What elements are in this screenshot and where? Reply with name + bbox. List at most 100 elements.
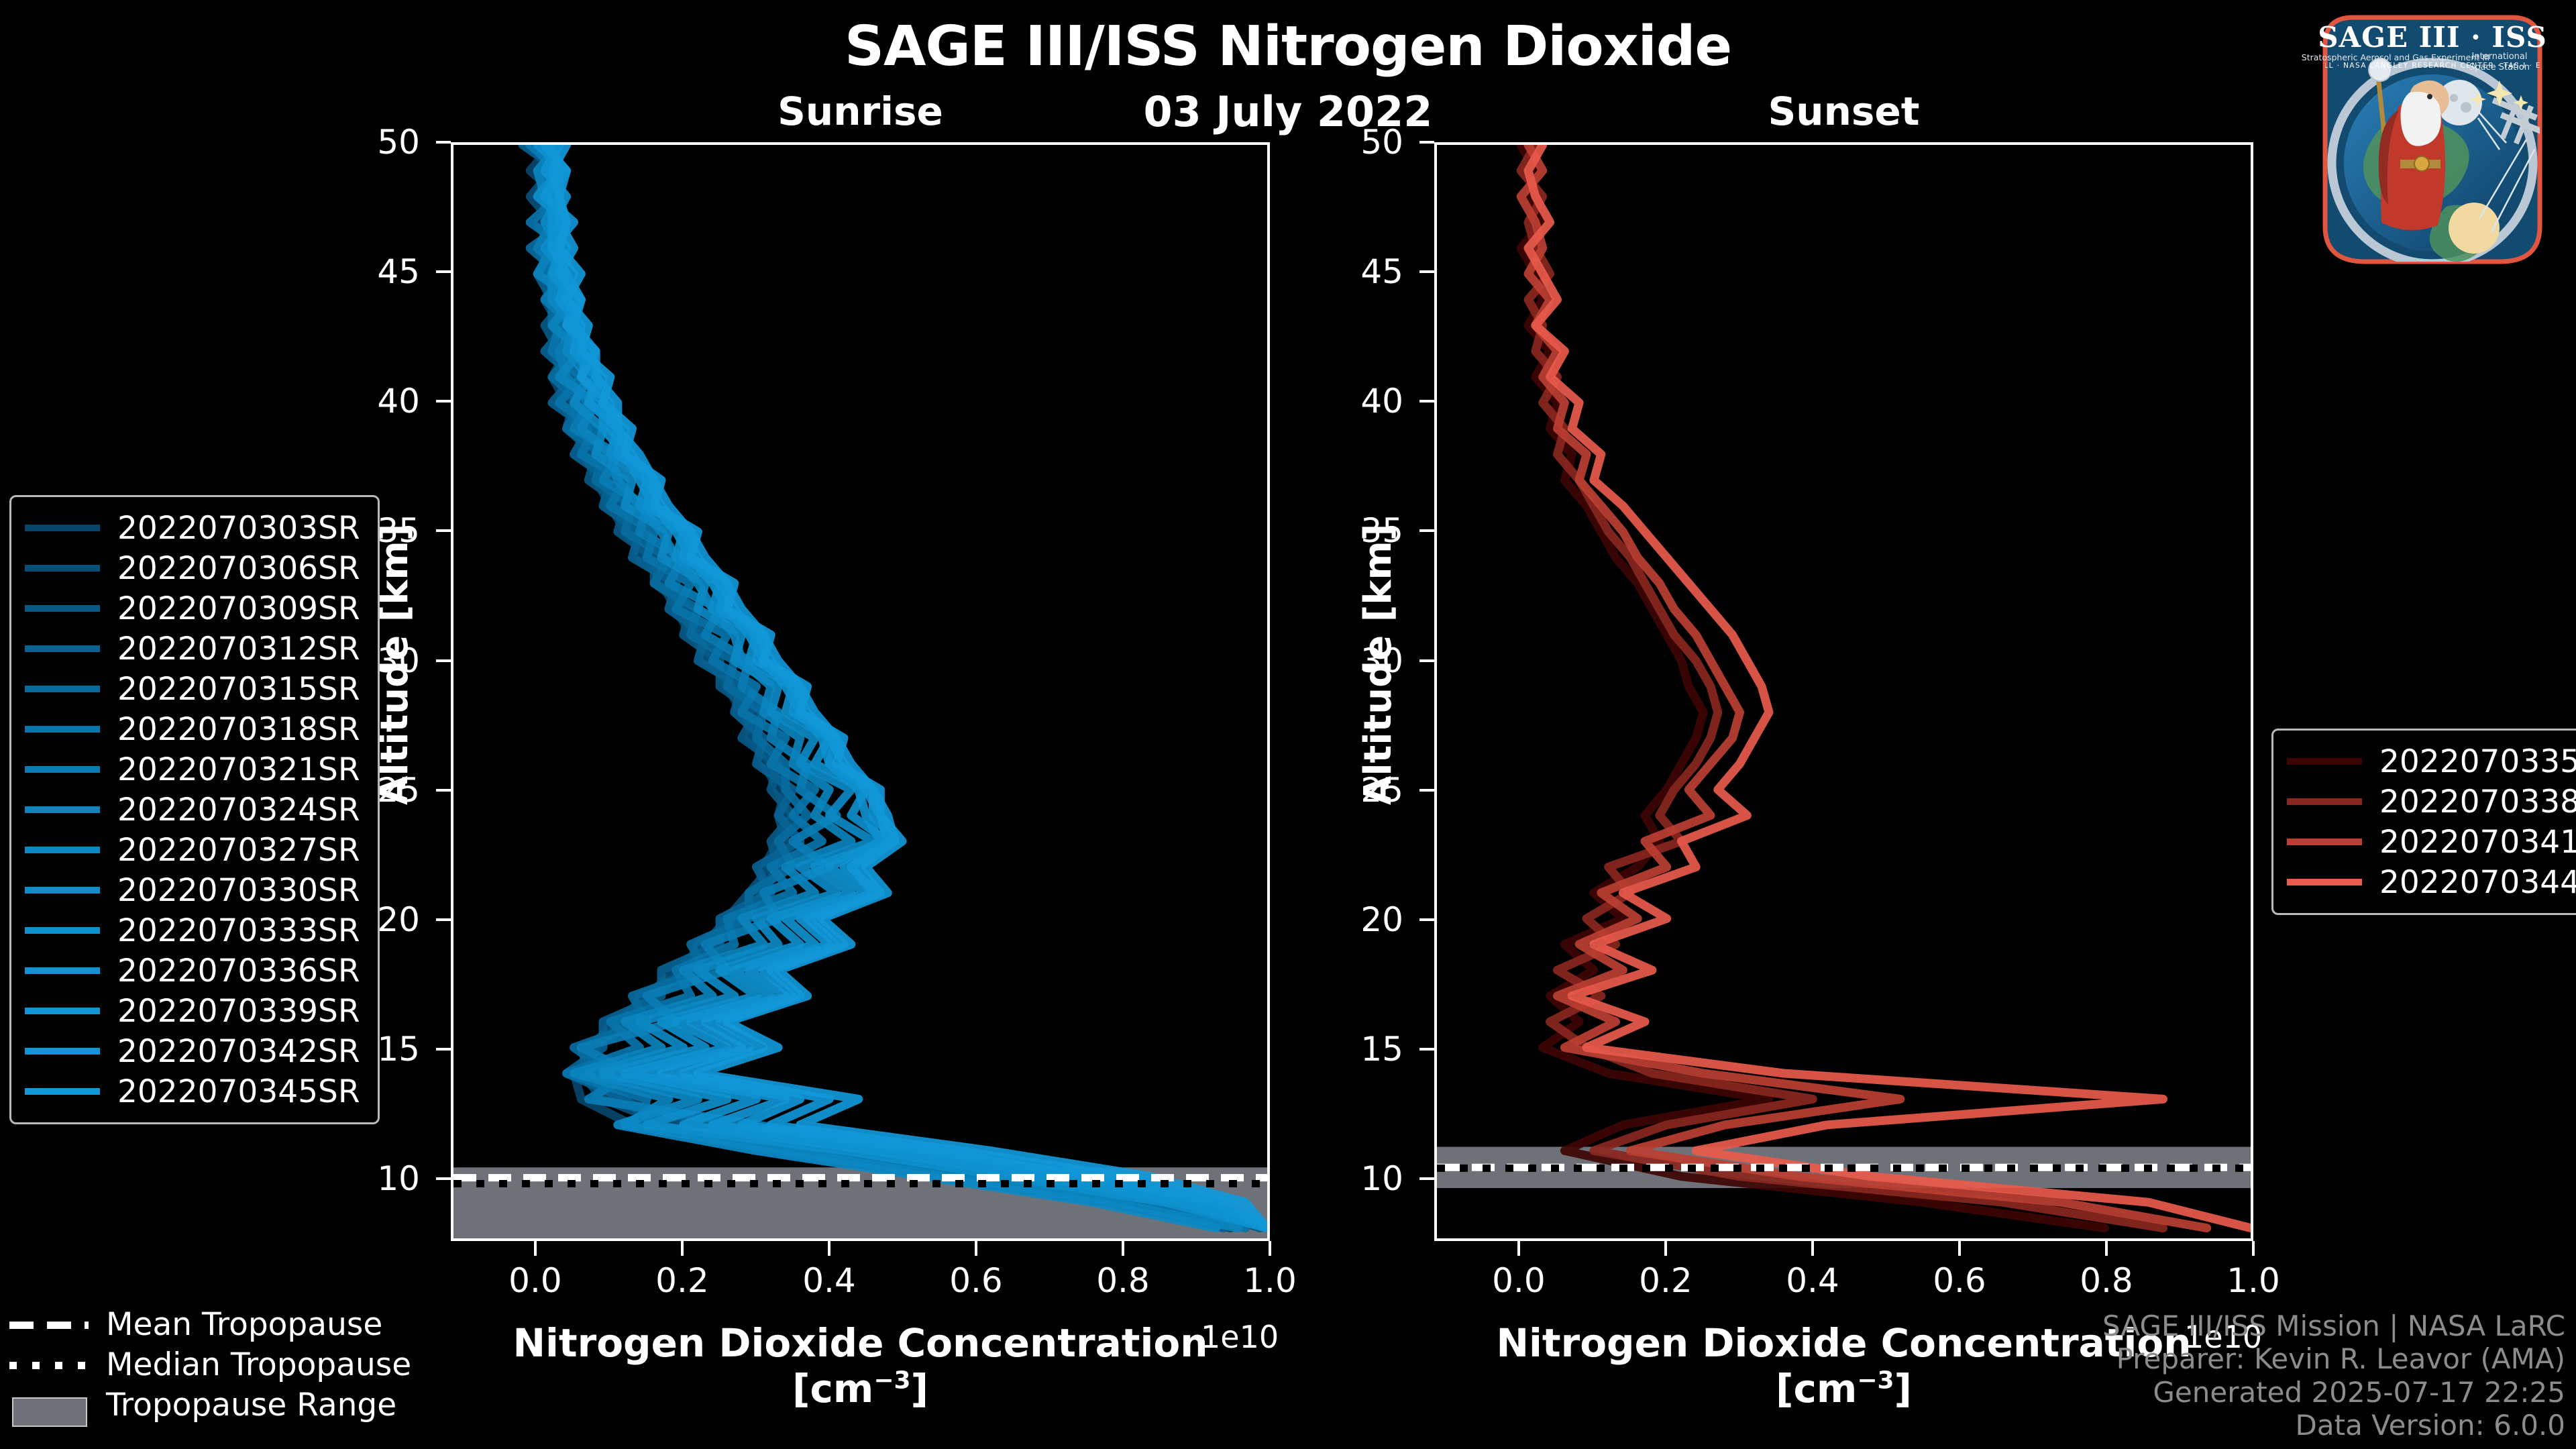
- date-subtitle: 03 July 2022: [1143, 87, 1433, 136]
- legend-label: 2022070309SR: [117, 590, 360, 627]
- svg-text:BALL · NASA LANGLEY RESEARCH C: BALL · NASA LANGLEY RESEARCH CENTER · TA…: [2312, 62, 2553, 70]
- legend-item-median-tropopause: Median Tropopause: [9, 1344, 411, 1385]
- legend-label: Mean Tropopause: [106, 1305, 383, 1343]
- x-tick-label: 0.8: [1096, 1261, 1150, 1300]
- y-tick-mark: [436, 400, 451, 403]
- dashed-line-icon: [9, 1316, 89, 1333]
- y-tick-label: 50: [1360, 123, 1403, 162]
- sunrise-legend-item[interactable]: 2022070303SR: [25, 508, 360, 548]
- y-tick-mark: [436, 918, 451, 921]
- sunset-x-axis-label: Nitrogen Dioxide Concentration [cm−3]: [1434, 1320, 2253, 1412]
- legend-label: 2022070306SR: [117, 549, 360, 587]
- sunset-plot-area: [1434, 142, 2253, 1241]
- legend-label: 2022070315SR: [117, 670, 360, 708]
- sunrise-legend-item[interactable]: 2022070330SR: [25, 870, 360, 910]
- svg-text:Stratospheric Aerosol and Gas: Stratospheric Aerosol and Gas Experiment…: [2302, 52, 2489, 62]
- legend-label: 2022070330SR: [117, 871, 360, 909]
- x-tick-label: 1.0: [2226, 1261, 2280, 1300]
- y-tick-mark: [436, 529, 451, 533]
- sunrise-profile-plot: [453, 145, 1267, 1238]
- x-tick-mark: [827, 1241, 830, 1256]
- legend-color-swatch: [25, 686, 100, 692]
- x-tick-label: 0.6: [1933, 1261, 1986, 1300]
- x-tick-mark: [1269, 1241, 1271, 1256]
- page-title: SAGE III/ISS Nitrogen Dioxide: [844, 15, 1732, 78]
- sunset-legend-item[interactable]: 2022070341SS: [2287, 822, 2576, 862]
- sunrise-legend-item[interactable]: 2022070339SR: [25, 991, 360, 1031]
- x-tick-mark: [680, 1241, 684, 1256]
- legend-color-swatch: [25, 565, 100, 572]
- sunset-legend-item[interactable]: 2022070335SS: [2287, 741, 2576, 782]
- sunset-legend[interactable]: 2022070335SS2022070338SS2022070341SS2022…: [2271, 729, 2576, 915]
- x-tick-label: 0.2: [1639, 1261, 1693, 1300]
- footer-line-generated: Generated 2025-07-17 22:25: [2153, 1375, 2565, 1409]
- sunrise-legend[interactable]: 2022070303SR 2022070306SR 2022070309SR 2022…: [9, 495, 380, 1124]
- legend-color-swatch: [25, 726, 100, 733]
- svg-text:Space Station: Space Station: [2469, 62, 2530, 72]
- sunrise-legend-item[interactable]: 2022070318SR: [25, 709, 360, 749]
- profile-line: [540, 145, 1267, 1233]
- profile-line: [525, 145, 1250, 1233]
- footer-credits: SAGE III/ISS Mission | NASA LaRC Prepare…: [2102, 1309, 2565, 1442]
- x-axis-label-line1: Nitrogen Dioxide Concentration: [513, 1320, 1208, 1366]
- sunrise-legend-item[interactable]: 2022070315SR: [25, 669, 360, 709]
- y-tick-mark: [436, 1177, 451, 1181]
- legend-color-swatch: [25, 1048, 100, 1055]
- sunrise-legend-item[interactable]: 2022070342SR: [25, 1031, 360, 1071]
- x-tick-label: 0.8: [2080, 1261, 2133, 1300]
- sunset-legend-item[interactable]: 2022070338SS: [2287, 782, 2576, 822]
- sunset-panel-title: Sunset: [1768, 89, 1920, 134]
- profile-line: [533, 145, 1267, 1233]
- sunrise-legend-item[interactable]: 2022070312SR: [25, 629, 360, 669]
- legend-label: Median Tropopause: [106, 1346, 412, 1383]
- y-tick-mark: [1419, 1048, 1434, 1051]
- sunrise-legend-item[interactable]: 2022070306SR: [25, 548, 360, 588]
- legend-color-swatch: [25, 967, 100, 974]
- y-tick-mark: [1419, 1177, 1434, 1181]
- legend-item-mean-tropopause: Mean Tropopause: [9, 1304, 411, 1344]
- legend-label: 2022070342SR: [117, 1032, 360, 1070]
- legend-color-swatch: [25, 887, 100, 894]
- legend-color-swatch: [2287, 798, 2362, 805]
- footer-line-preparer: Preparer: Kevin R. Leavor (AMA): [2116, 1342, 2565, 1376]
- sunrise-legend-item[interactable]: 2022070324SR: [25, 790, 360, 830]
- x-axis-label-line1: Nitrogen Dioxide Concentration: [1496, 1320, 2192, 1366]
- svg-text:International: International: [2472, 52, 2528, 62]
- y-tick-label: 40: [1360, 382, 1403, 421]
- y-tick-label: 50: [377, 123, 420, 162]
- y-tick-mark: [1419, 788, 1434, 792]
- x-tick-label: 0.0: [1492, 1261, 1546, 1300]
- sunrise-plot-area: [451, 142, 1270, 1241]
- sunrise-panel-title: Sunrise: [777, 89, 943, 134]
- x-tick-mark: [974, 1241, 977, 1256]
- x-tick-label: 0.4: [1786, 1261, 1839, 1300]
- footer-line-mission: SAGE III/ISS Mission | NASA LaRC: [2102, 1309, 2565, 1342]
- legend-color-swatch: [25, 645, 100, 652]
- x-tick-label: 0.0: [508, 1261, 562, 1300]
- y-tick-label: 25: [377, 770, 420, 810]
- sunset-legend-item[interactable]: 2022070344SS: [2287, 862, 2576, 902]
- legend-label: 2022070318SR: [117, 710, 360, 748]
- sunset-profile-plot: [1437, 145, 2251, 1233]
- y-tick-label: 15: [377, 1030, 420, 1069]
- sunrise-legend-item[interactable]: 2022070345SR: [25, 1071, 360, 1112]
- profile-line: [1516, 145, 2109, 1233]
- x-tick-label: 0.4: [802, 1261, 856, 1300]
- sunrise-legend-item[interactable]: 2022070321SR: [25, 749, 360, 790]
- sunrise-legend-item[interactable]: 2022070333SR: [25, 910, 360, 951]
- legend-color-swatch: [25, 766, 100, 773]
- legend-label: 2022070345SR: [117, 1073, 360, 1110]
- y-tick-mark: [436, 1048, 451, 1051]
- sage-iii-iss-logo-icon: BALL · NASA LANGLEY RESEARCH CENTER · TA…: [2298, 5, 2567, 274]
- legend-label: 2022070312SR: [117, 630, 360, 667]
- legend-color-swatch: [25, 1008, 100, 1014]
- x-axis-label-line2: [cm−3]: [1776, 1366, 1912, 1412]
- y-tick-mark: [1419, 400, 1434, 403]
- legend-color-swatch: [25, 605, 100, 612]
- sunrise-legend-item[interactable]: 2022070336SR: [25, 951, 360, 991]
- y-tick-label: 10: [377, 1159, 420, 1199]
- tropopause-legend: Mean Tropopause Median Tropopause Tropop…: [9, 1304, 411, 1427]
- sunrise-legend-item[interactable]: 2022070309SR: [25, 588, 360, 629]
- sunrise-legend-item[interactable]: 2022070327SR: [25, 830, 360, 870]
- gray-patch-icon: [9, 1396, 89, 1427]
